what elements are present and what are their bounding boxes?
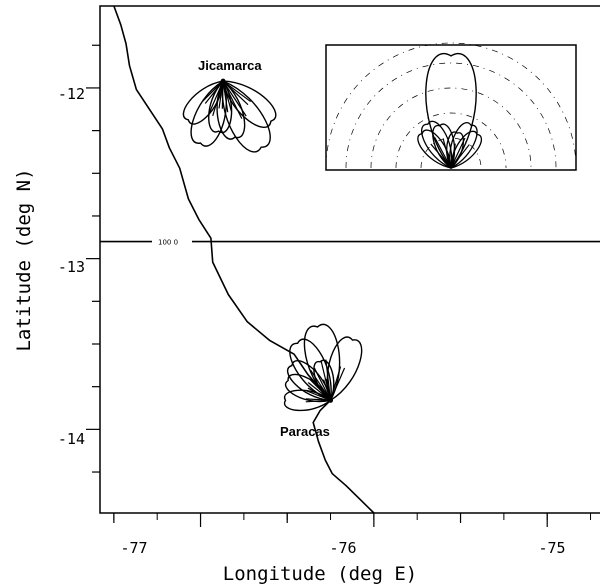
inset-lobe bbox=[449, 122, 478, 169]
radiation-lobe bbox=[286, 360, 332, 402]
inset-radiation-pattern bbox=[417, 53, 483, 170]
radiation-lobe bbox=[303, 323, 341, 402]
radiation-lobe bbox=[208, 79, 233, 134]
plot-frame bbox=[99, 5, 600, 514]
coastline bbox=[113, 5, 375, 514]
inset-lobe bbox=[421, 120, 453, 169]
inset-reference-arcs bbox=[325, 42, 577, 169]
x-axis-ticks bbox=[113, 513, 592, 527]
inset-main-beam bbox=[425, 53, 477, 170]
radiation-lobe bbox=[221, 80, 271, 153]
inset-arc bbox=[370, 87, 532, 169]
radiation-lobe bbox=[190, 80, 227, 147]
y-tick-label: -14 bbox=[58, 430, 85, 448]
radiation-lobe bbox=[182, 80, 224, 125]
lobe-spoke bbox=[305, 398, 331, 401]
y-axis-ticks bbox=[86, 44, 100, 473]
site-label-paracas: Paracas bbox=[280, 424, 330, 439]
inset-lobe bbox=[450, 130, 483, 169]
inset-lobe bbox=[446, 131, 464, 170]
lobe-spoke bbox=[208, 80, 224, 115]
radiation-lobe bbox=[216, 79, 246, 140]
paracas-radiation-pattern bbox=[283, 323, 363, 412]
x-axis-title: Longitude (deg E) bbox=[223, 563, 417, 585]
y-axis-title: Latitude (deg N) bbox=[13, 168, 35, 351]
lobe-spoke bbox=[212, 80, 224, 117]
contour-label: 100 0 bbox=[158, 239, 178, 247]
site-marker bbox=[328, 397, 334, 403]
radiation-lobe bbox=[313, 359, 335, 402]
y-tick-label: -12 bbox=[58, 85, 85, 103]
y-tick-label: -13 bbox=[58, 258, 85, 276]
inset-spoke bbox=[430, 143, 452, 169]
x-tick-label: -76 bbox=[329, 539, 356, 557]
inset-spoke bbox=[450, 137, 466, 169]
lobe-spoke bbox=[325, 378, 332, 401]
site-marker bbox=[220, 78, 226, 84]
lobe-spoke bbox=[202, 80, 224, 102]
radiation-lobe bbox=[285, 373, 332, 403]
radiation-lobe bbox=[283, 389, 332, 412]
x-tick-label: -77 bbox=[120, 539, 147, 557]
jicamarca-radiation-pattern bbox=[182, 78, 277, 153]
radiation-lobe bbox=[289, 338, 332, 402]
inset-pattern-panel bbox=[325, 42, 577, 171]
inset-arc bbox=[345, 62, 557, 169]
inset-arc bbox=[395, 112, 507, 169]
inset-spoke bbox=[450, 144, 470, 169]
site-label-jicamarca: Jicamarca bbox=[198, 58, 262, 73]
x-tick-label: -75 bbox=[538, 539, 565, 557]
